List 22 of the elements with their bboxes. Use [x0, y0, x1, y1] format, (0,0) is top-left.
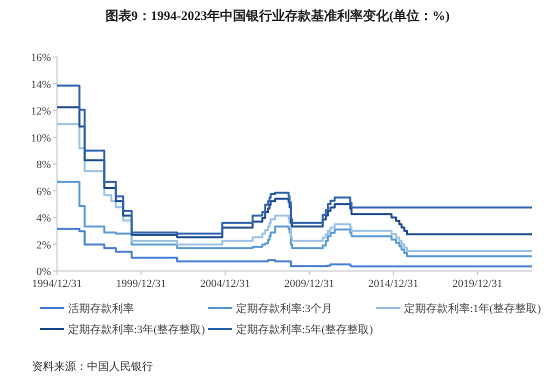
- y-tick-label: 8%: [36, 159, 51, 171]
- y-tick-label: 16%: [30, 52, 51, 64]
- legend-label: 定期存款利率:3年(整存整取): [68, 323, 206, 336]
- legend-label: 活期存款利率: [68, 302, 134, 315]
- x-tick-label: 1994/12/31: [32, 278, 82, 290]
- legend-label: 定期存款利率:1年(整存整取): [404, 302, 542, 315]
- x-tick-label: 1999/12/31: [116, 278, 166, 290]
- y-tick-label: 2%: [36, 239, 51, 252]
- y-tick-label: 0%: [36, 266, 51, 278]
- y-tick-label: 14%: [30, 78, 51, 91]
- x-tick-label: 2004/12/31: [200, 278, 250, 290]
- x-tick-label: 2014/12/31: [368, 278, 418, 290]
- x-tick-label: 2009/12/31: [284, 278, 334, 290]
- x-tick-label: 2019/12/31: [452, 278, 502, 290]
- chart-title: 图表9：1994-2023年中国银行业存款基准利率变化(单位：%): [105, 8, 450, 23]
- y-tick-label: 6%: [36, 186, 51, 198]
- y-tick-label: 12%: [30, 106, 51, 118]
- legend-label: 定期存款利率:5年(整存整取): [236, 323, 374, 336]
- text: 资料来源：中国人民银行: [32, 360, 153, 373]
- legend-label: 定期存款利率:3个月: [236, 302, 333, 315]
- y-tick-label: 4%: [36, 212, 51, 224]
- y-tick-label: 10%: [30, 132, 51, 144]
